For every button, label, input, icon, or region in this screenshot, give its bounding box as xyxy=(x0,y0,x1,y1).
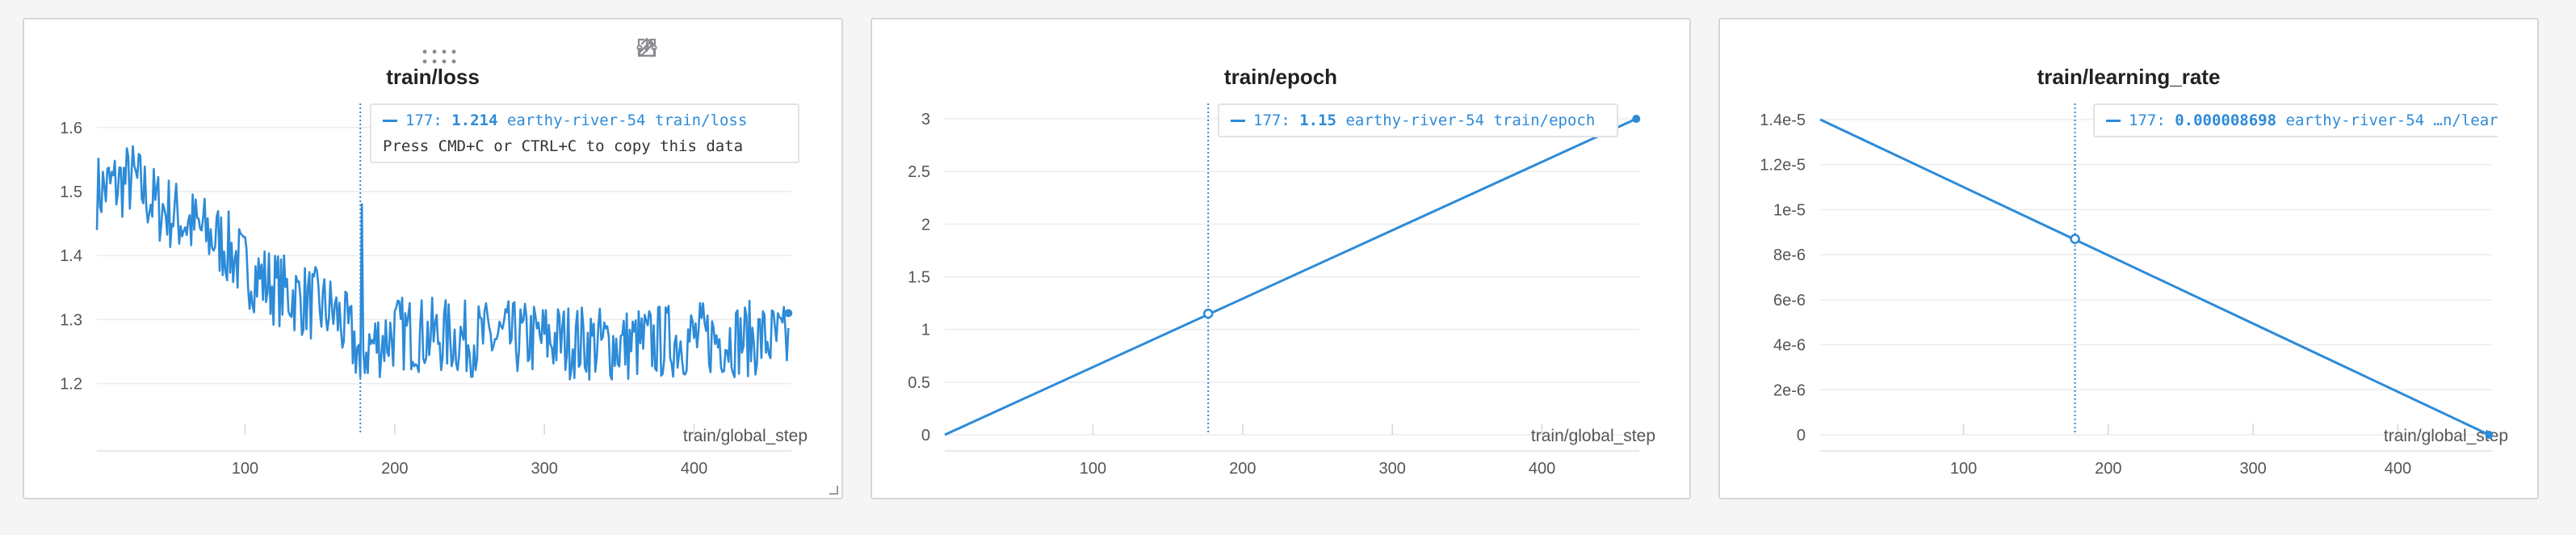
tooltip-value: 1.15 xyxy=(1299,112,1336,129)
y-tick-label: 2.5 xyxy=(908,163,930,181)
tooltip-value: 0.000008698 xyxy=(2175,112,2277,129)
x-tick-label: 300 xyxy=(2239,460,2266,478)
y-tick-label: 0 xyxy=(921,427,930,444)
tooltip-series: earthy-river-54 …n/learning_rate xyxy=(2285,112,2498,129)
chart-title: train/loss xyxy=(386,65,480,89)
x-axis-label: train/global_step xyxy=(683,427,808,445)
tooltip-step: 177: xyxy=(405,112,443,129)
resize-handle-icon[interactable] xyxy=(827,483,838,495)
x-tick-label: 300 xyxy=(531,460,557,478)
series-swatch xyxy=(2106,120,2121,122)
epoch-chart-plot[interactable]: 0 0.5 1 1.5 2 2.5 3 100 200 300 400 train/global_st… xyxy=(872,19,1689,498)
series-end-point xyxy=(1632,115,1641,124)
x-tick-label: 200 xyxy=(1229,460,1256,478)
tooltip-series: earthy-river-54 train/epoch xyxy=(1345,112,1596,129)
x-axis-label: train/global_step xyxy=(1531,427,1655,445)
tooltip-row: 177: 1.15 earthy-river-54 train/epoch xyxy=(1231,112,1605,129)
series-line xyxy=(95,145,790,381)
series-swatch xyxy=(383,120,397,122)
more-icon[interactable] xyxy=(636,36,824,68)
tooltip-row: 177: 0.000008698 earthy-river-54 …n/lear… xyxy=(2106,112,2498,129)
loss-chart-plot[interactable]: 1.2 1.3 1.4 1.5 1.6 100 200 300 400 train/global_… xyxy=(24,19,841,498)
x-tick-label: 100 xyxy=(1950,460,1977,478)
y-tick-label: 1.4e-5 xyxy=(1760,112,1806,129)
hover-tooltip: 177: 0.000008698 earthy-river-54 …n/lear… xyxy=(2093,103,2498,137)
panel-toolbar xyxy=(635,36,824,68)
chart-panel-learning-rate: train/learning_rate 0 2e-6 4e-6 6e-6 8e-6 1e-… xyxy=(1718,18,2539,499)
x-tick-label: 100 xyxy=(232,460,258,478)
hover-tooltip: 177: 1.15 earthy-river-54 train/epoch xyxy=(1218,103,1618,137)
y-tick-label: 4e-6 xyxy=(1773,337,1806,355)
chart-panel-loss: train/loss 1.2 1.3 1.4 1.5 1.6 100 200 300 400 tr… xyxy=(23,18,843,499)
y-tick-label: 1.5 xyxy=(60,183,82,201)
y-tick-label: 3 xyxy=(921,111,930,128)
x-tick-label: 400 xyxy=(2385,460,2411,478)
y-tick-label: 0 xyxy=(1797,427,1806,444)
y-tick-label: 6e-6 xyxy=(1773,292,1806,310)
x-axis-label: train/global_step xyxy=(2384,427,2508,445)
x-tick-label: 300 xyxy=(1378,460,1405,478)
series-line xyxy=(1819,118,2490,436)
learning-rate-chart-plot[interactable]: 0 2e-6 4e-6 6e-6 8e-6 1e-5 1.2e-5 1.4e-5 100 200 3… xyxy=(1720,19,2537,498)
x-tick-label: 400 xyxy=(681,460,707,478)
chart-title: train/learning_rate xyxy=(2037,65,2221,89)
hover-point xyxy=(2070,234,2080,244)
fullscreen-icon[interactable] xyxy=(637,36,772,68)
hover-tooltip: 177: 1.214 earthy-river-54 train/loss Pr… xyxy=(370,103,799,163)
y-tick-label: 1.5 xyxy=(908,269,930,287)
tooltip-value: 1.214 xyxy=(451,112,498,129)
chart-panel-epoch: train/epoch 0 0.5 1 1.5 2 2.5 3 100 200 300 400 tra… xyxy=(871,18,1691,499)
y-tick-label: 8e-6 xyxy=(1773,246,1806,264)
x-tick-label: 400 xyxy=(1529,460,1555,478)
tooltip-series: earthy-river-54 train/loss xyxy=(506,112,748,129)
y-tick-label: 1 xyxy=(921,322,930,339)
y-tick-label: 1.3 xyxy=(60,311,82,329)
y-tick-label: 1.6 xyxy=(60,120,82,137)
y-tick-label: 1.2 xyxy=(60,376,82,394)
y-tick-label: 1.4 xyxy=(60,247,82,265)
series-end-point xyxy=(2485,431,2494,439)
tooltip-step: 177: xyxy=(1253,112,1290,129)
drag-handle-icon[interactable] xyxy=(418,47,467,66)
tooltip-row: 177: 1.214 earthy-river-54 train/loss xyxy=(383,112,787,129)
x-tick-label: 100 xyxy=(1080,460,1106,478)
series-end-point xyxy=(784,309,793,318)
series-line xyxy=(944,117,1637,436)
y-tick-label: 2e-6 xyxy=(1773,381,1806,399)
y-tick-label: 0.5 xyxy=(908,374,930,392)
y-tick-label: 1e-5 xyxy=(1773,201,1806,219)
tooltip-copy-hint: Press CMD+C or CTRL+C to copy this data xyxy=(383,137,744,155)
y-tick-label: 1.2e-5 xyxy=(1760,157,1806,175)
series-swatch xyxy=(1231,120,1245,122)
chart-title: train/epoch xyxy=(1223,65,1338,89)
hover-point xyxy=(1202,308,1214,319)
tooltip-step: 177: xyxy=(2129,112,2166,129)
x-tick-label: 200 xyxy=(381,460,408,478)
y-tick-label: 2 xyxy=(921,216,930,234)
x-tick-label: 200 xyxy=(2095,460,2121,478)
